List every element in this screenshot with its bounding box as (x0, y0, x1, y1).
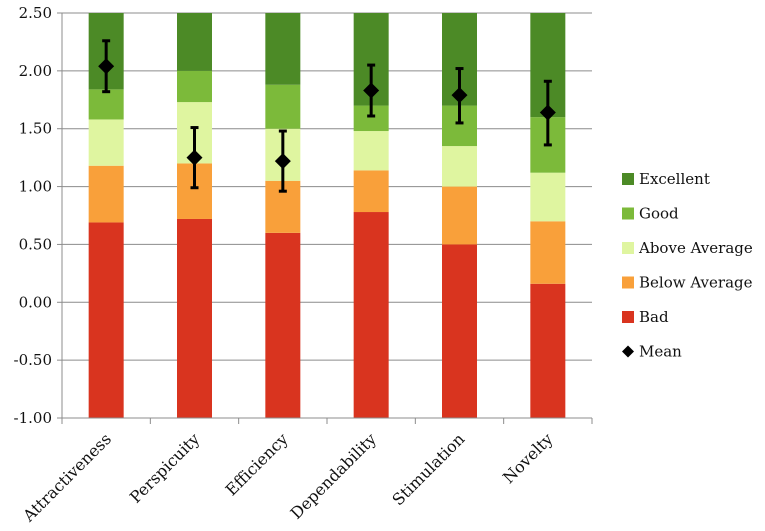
bar-segment-good (88, 89, 124, 120)
bar-segment-bad (265, 232, 301, 418)
bar-segment-above-average (88, 119, 124, 166)
x-tick-label: Efficiency (222, 429, 292, 499)
x-tick-label: Perspicuity (126, 429, 203, 506)
bar-segment-above-average (353, 131, 389, 171)
legend-swatch-mean (622, 345, 634, 358)
mean-marker (98, 58, 115, 75)
y-tick-label: -0.50 (14, 351, 52, 369)
x-tick-labels: Attractiveness Perspicuity EfficiencyDepen… (18, 429, 556, 526)
bar-segment-above-average (442, 146, 477, 187)
y-tick-label: 0.00 (19, 293, 52, 311)
bar-segment-excellent (177, 13, 212, 71)
x-tick-label: Novelty (499, 429, 557, 487)
bar-segment-above-average (530, 172, 566, 222)
bars (88, 13, 566, 418)
bar-segment-good (265, 84, 301, 129)
y-tick-labels: -1.00 -0.50 0.00 0.50 1.00 1.50 2.00 2.50 (14, 4, 52, 427)
y-tick-label: -1.00 (14, 409, 52, 427)
legend-label: Excellent (639, 170, 710, 188)
x-tick-label: Stimulation (388, 429, 468, 509)
x-tick-label: Dependability (287, 429, 380, 522)
legend-label: Mean (639, 343, 682, 361)
bar-segment-bad (177, 218, 212, 418)
mean-marker (451, 87, 468, 104)
bar-segment-bad (530, 283, 566, 418)
y-tick-label: 1.00 (19, 178, 52, 196)
mean-marker (186, 149, 203, 166)
legend-label: Good (639, 205, 679, 223)
bar-segment-excellent (265, 13, 301, 85)
gridlines (62, 12, 592, 419)
mean-marker (539, 104, 556, 121)
legend-swatch-bad (622, 311, 634, 323)
mean-markers (98, 39, 556, 193)
bar-segment-bad (88, 222, 124, 418)
y-tick-label: 1.50 (19, 120, 52, 138)
bar-segment-below-average (530, 221, 566, 284)
bar-segment-good (177, 70, 212, 103)
legend: Excellent Good Above Average Below Average B… (622, 170, 753, 361)
bar-segment-below-average (353, 170, 389, 213)
legend-swatch-below-average (622, 276, 634, 289)
bar-segment-below-average (88, 165, 124, 223)
y-tick-label: 2.50 (19, 4, 52, 22)
legend-label: Bad (639, 308, 669, 326)
legend-swatch-good (622, 207, 634, 220)
bar-segment-below-average (442, 186, 477, 245)
legend-swatch-excellent (622, 173, 634, 185)
legend-label: Below Average (639, 274, 753, 292)
x-tick-label: Attractiveness (18, 429, 115, 526)
mean-marker (363, 82, 380, 99)
y-tick-label: 0.50 (19, 235, 52, 253)
bar-segment-bad (442, 244, 477, 418)
y-tick-label: 2.00 (19, 62, 52, 80)
legend-swatch-above-average (622, 242, 634, 254)
legend-label: Above Average (638, 239, 753, 257)
axes (57, 12, 593, 424)
mean-marker (274, 153, 291, 170)
bar-segment-bad (353, 212, 389, 418)
